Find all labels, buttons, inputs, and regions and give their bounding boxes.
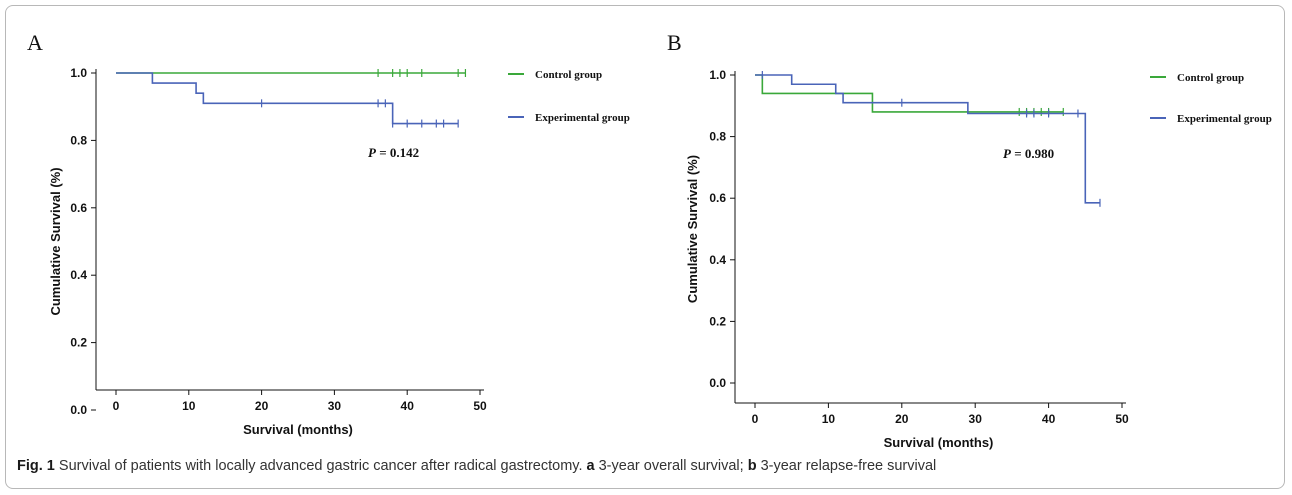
- y-axis-title: Cumulative Survival (%): [685, 155, 700, 303]
- x-tick-label: 30: [328, 399, 342, 413]
- legend-label-experimental: Experimental group: [535, 112, 630, 124]
- x-tick-label: 0: [113, 399, 120, 413]
- p-value-annotation: P = 0.142: [368, 145, 419, 160]
- caption-b-label: b: [747, 458, 757, 474]
- p-value-symbol: P: [368, 145, 377, 160]
- y-tick-label: 0.2: [70, 336, 87, 350]
- x-tick-label: 20: [895, 412, 909, 426]
- panel-b: B 0.0 0.2 0.4 0.6 0.8 1.0 0 10 20 30 40 50 Survival (…: [667, 30, 1272, 450]
- x-tick-label: 30: [969, 412, 983, 426]
- y-tick-label: 0.0: [70, 403, 87, 417]
- p-value-symbol: P: [1003, 146, 1012, 161]
- x-tick-label: 10: [822, 412, 836, 426]
- legend-label-experimental: Experimental group: [1177, 113, 1272, 125]
- x-tick-label: 40: [401, 399, 415, 413]
- y-tick-label: 1.0: [70, 66, 87, 80]
- x-tick-label: 50: [473, 399, 487, 413]
- panel-a: A 0.0 0.2 0.4 0.6 0.8 1.0 0 10 20 30 40 50 Survival (…: [27, 30, 630, 437]
- figure-caption: Fig. 1 Survival of patients with locally…: [17, 458, 1277, 474]
- y-tick-label: 0.0: [709, 376, 726, 390]
- panel-label: A: [27, 30, 43, 55]
- control-survival-line: [755, 74, 1064, 113]
- experimental-survival-line: [755, 74, 1100, 204]
- x-axis-title: Survival (months): [243, 422, 353, 437]
- y-tick-label: 0.4: [70, 268, 87, 282]
- y-tick-label: 0.4: [709, 253, 726, 267]
- caption-text-3: 3-year relapse-free survival: [756, 458, 937, 474]
- p-value-annotation: P = 0.980: [1003, 146, 1054, 161]
- p-value-number: = 0.980: [1011, 146, 1054, 161]
- y-tick-label: 0.6: [70, 201, 87, 215]
- y-tick-label: 0.6: [709, 191, 726, 205]
- figure-frame: [5, 5, 1285, 489]
- y-tick-label: 0.2: [709, 314, 726, 328]
- p-value-number: = 0.142: [376, 145, 419, 160]
- x-tick-label: 20: [255, 399, 269, 413]
- panel-label: B: [667, 30, 682, 55]
- y-tick-label: 0.8: [709, 130, 726, 144]
- y-tick-label: 1.0: [709, 68, 726, 82]
- legend-label-control: Control group: [1177, 72, 1244, 84]
- x-tick-label: 40: [1042, 412, 1056, 426]
- x-tick-label: 0: [752, 412, 759, 426]
- y-tick-label: 0.8: [70, 133, 87, 147]
- x-tick-label: 50: [1115, 412, 1129, 426]
- legend-label-control: Control group: [535, 69, 602, 81]
- x-axis-title: Survival (months): [884, 435, 994, 450]
- caption-a-label: a: [586, 458, 595, 474]
- caption-text-1: Survival of patients with locally advanc…: [54, 458, 587, 474]
- caption-fig-label: Fig. 1: [17, 458, 55, 474]
- caption-text-2: 3-year overall survival;: [594, 458, 748, 474]
- x-tick-label: 10: [182, 399, 196, 413]
- experimental-survival-line: [116, 72, 459, 125]
- y-axis-title: Cumulative Survival (%): [48, 167, 63, 315]
